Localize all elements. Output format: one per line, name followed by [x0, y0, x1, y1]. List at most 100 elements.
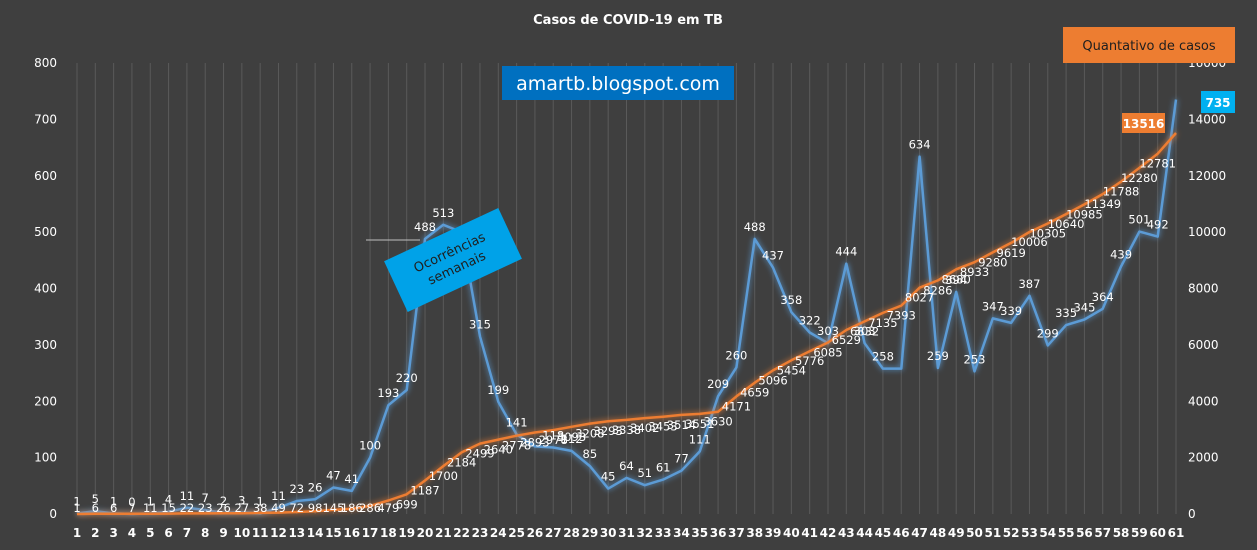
weekly-data-label: 437	[762, 249, 784, 263]
weekly-data-label: 26	[308, 480, 323, 494]
weekly-data-label: 260	[725, 348, 747, 362]
total-data-label: 7393	[887, 309, 916, 323]
total-data-label: 9280	[978, 255, 1007, 269]
x-tick-label: 48	[930, 526, 947, 540]
weekly-data-label: 258	[872, 350, 894, 364]
weekly-data-label: 47	[326, 469, 341, 483]
total-data-label: 6529	[832, 333, 861, 347]
y-left-tick-label: 700	[34, 112, 57, 126]
x-tick-label: 10	[233, 526, 250, 540]
x-tick-label: 6	[164, 526, 172, 540]
total-data-label: 6085	[813, 345, 842, 359]
total-data-label: 11788	[1103, 185, 1140, 199]
weekly-data-label: 303	[854, 324, 876, 338]
weekly-data-label: 315	[469, 317, 491, 331]
weekly-data-label: 303	[817, 324, 839, 338]
total-data-label: 12781	[1139, 157, 1176, 171]
total-data-label: 145	[322, 501, 344, 515]
total-data-label: 1700	[429, 469, 458, 483]
weekly-data-label: 220	[396, 371, 418, 385]
x-tick-label: 30	[600, 526, 617, 540]
x-tick-label: 43	[838, 526, 855, 540]
highlight-total-bg	[1122, 113, 1165, 133]
weekly-data-label: 513	[432, 206, 454, 220]
y-axis-left: 0 100 200 300 400 500 600 700 800	[34, 56, 57, 521]
total-data-label: 8027	[905, 291, 934, 305]
x-tick-label: 1	[73, 526, 81, 540]
x-tick-label: 37	[728, 526, 745, 540]
weekly-data-label: 259	[927, 349, 949, 363]
total-data-label: 2978	[539, 433, 568, 447]
total-data-label: 38	[253, 501, 268, 515]
total-data-label: 699	[396, 497, 418, 511]
x-tick-label: 9	[219, 526, 227, 540]
weekly-data-label: 2	[220, 494, 227, 508]
weekly-data-label: 358	[780, 293, 802, 307]
x-tick-label: 59	[1131, 526, 1148, 540]
x-tick-label: 28	[563, 526, 580, 540]
x-tick-label: 20	[417, 526, 434, 540]
y-right-tick-label: 12000	[1188, 169, 1226, 183]
x-tick-label: 54	[1039, 526, 1056, 540]
x-tick-label: 46	[893, 526, 910, 540]
x-tick-label: 52	[1003, 526, 1020, 540]
x-tick-label: 2	[91, 526, 99, 540]
weekly-data-label: 394	[945, 273, 967, 287]
total-data-label: 3514	[667, 418, 696, 432]
x-axis: 1 2 3 4 5 6 7 8 9 10 11 12 13 14 15 16 17 18 19 20 21 22 23 24 2…	[73, 526, 1185, 540]
x-tick-label: 15	[325, 526, 342, 540]
x-tick-label: 23	[472, 526, 489, 540]
x-tick-label: 44	[856, 526, 873, 540]
x-tick-label: 56	[1076, 526, 1093, 540]
blog-text: amartb.blogspot.com	[516, 73, 720, 95]
x-tick-label: 34	[673, 526, 690, 540]
x-tick-label: 7	[183, 526, 191, 540]
y-right-tick-label: 2000	[1188, 451, 1219, 465]
total-data-label: 10985	[1066, 207, 1103, 221]
weekly-data-label: 11	[180, 489, 195, 503]
x-tick-label: 33	[655, 526, 672, 540]
series-lines	[76, 99, 1178, 516]
total-data-label: 6	[110, 501, 117, 515]
total-data-label: 3293	[594, 424, 623, 438]
highlight-weekly-text: 735	[1205, 96, 1230, 110]
x-tick-label: 60	[1149, 526, 1166, 540]
weekly-data-label: 77	[674, 452, 689, 466]
x-tick-label: 45	[875, 526, 892, 540]
weekly-data-label: 51	[637, 466, 652, 480]
total-data-label: 9619	[997, 246, 1026, 260]
weekly-data-label: 199	[487, 383, 509, 397]
blog-label-box: amartb.blogspot.com	[502, 66, 734, 100]
y-left-tick-label: 400	[34, 282, 57, 296]
weekly-data-label: 41	[344, 472, 359, 486]
x-tick-label: 24	[490, 526, 507, 540]
y-left-tick-label: 800	[34, 56, 57, 70]
x-tick-label: 42	[820, 526, 837, 540]
weekly-data-label: 61	[656, 461, 671, 475]
weekly-data-label: 112	[561, 432, 583, 446]
total-data-label: 26	[216, 501, 231, 515]
x-tick-label: 49	[948, 526, 965, 540]
total-data-label: 286	[359, 501, 381, 515]
total-data-label: 3208	[575, 427, 604, 441]
x-tick-label: 51	[984, 526, 1001, 540]
weekly-data-label: 0	[128, 495, 135, 509]
blog-box-bg	[502, 66, 734, 100]
weekly-data-label: 322	[799, 313, 821, 327]
weekly-data-label: 492	[1147, 218, 1169, 232]
weekly-data-label: 253	[964, 352, 986, 366]
total-data-label: 1187	[410, 484, 439, 498]
x-tick-label: 27	[545, 526, 562, 540]
weekly-data-label: 64	[619, 459, 634, 473]
highlight-total-text: 13516	[1123, 117, 1165, 131]
weekly-data-label: 1	[257, 494, 264, 508]
weekly-data-label: 1	[73, 494, 80, 508]
total-data-label: 7	[128, 501, 135, 515]
total-data-label: 11	[143, 501, 158, 515]
x-tick-label: 19	[398, 526, 415, 540]
total-data-label: 2499	[465, 447, 494, 461]
total-data-label: 3453	[648, 420, 677, 434]
total-data-label: 3338	[612, 423, 641, 437]
x-tick-label: 21	[435, 526, 452, 540]
